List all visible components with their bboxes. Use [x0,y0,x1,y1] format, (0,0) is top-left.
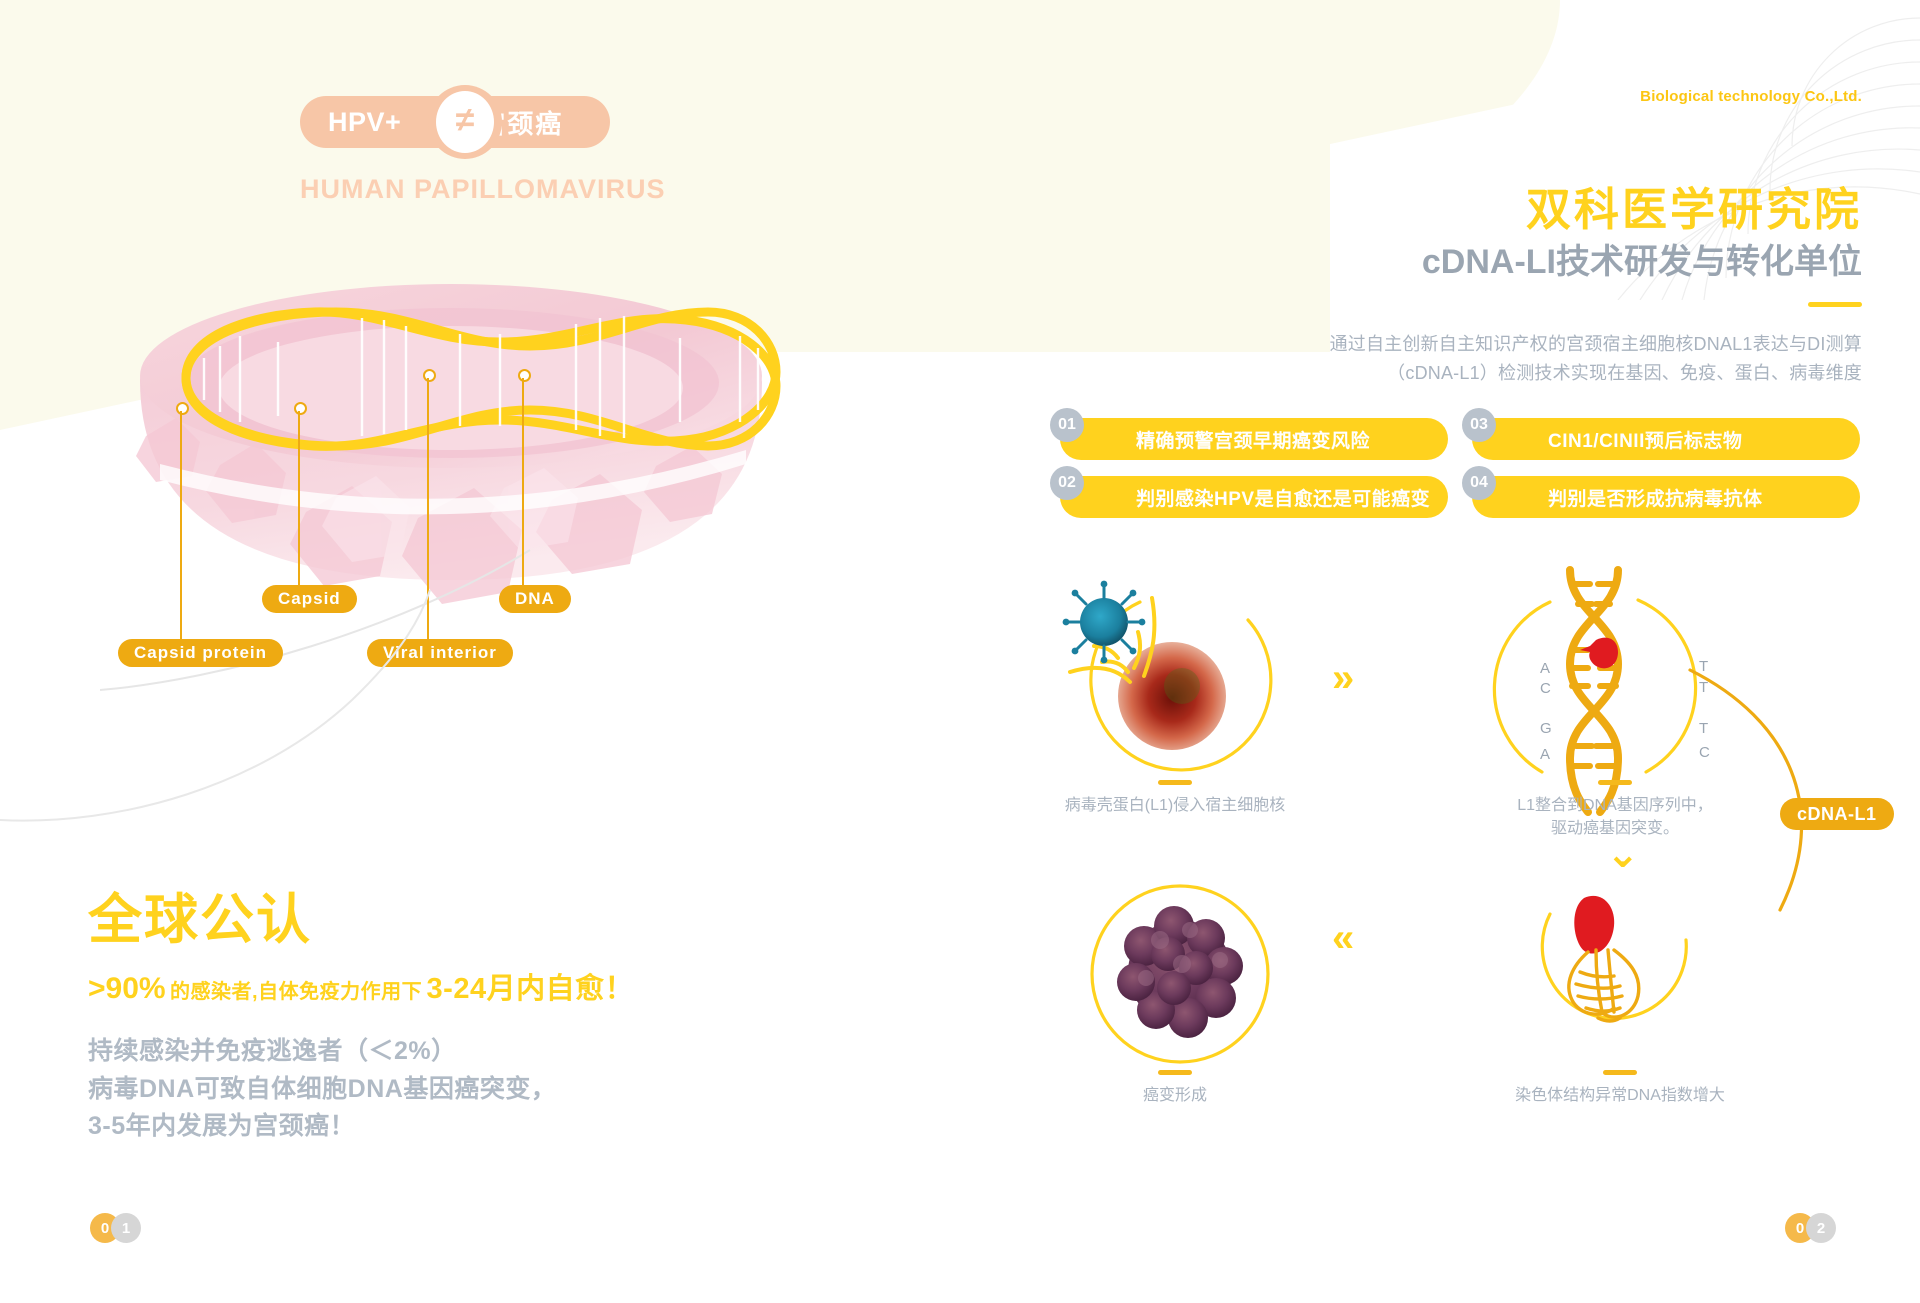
step3-caption-text: 癌变形成 [1142,1087,1207,1104]
dna-base-right-0: T [1699,658,1709,675]
step1-caption-dash [1158,780,1192,785]
dna-base-left-3: A [1540,746,1551,763]
cdna-l1-tag: cDNA-L1 [1780,798,1894,830]
dna-base-right-2: T [1699,720,1709,737]
company-brand-line: Biological technology Co.,Ltd. [1640,88,1862,105]
page-number-right: 0 2 [1785,1213,1836,1243]
feature-label-02: 判别感染HPV是自愈还是可能癌变 [1136,488,1431,510]
institute-subtitle: cDNA-LI技术研发与转化单位 [1421,242,1862,281]
title-divider [1808,301,1862,307]
page-number-left: 0 1 [90,1213,141,1243]
flow-arrow-down: ⌄ [1606,832,1640,876]
feature-label-03: CIN1/CINII预后标志物 [1548,430,1743,452]
feature-number-03: 03 [1462,408,1496,442]
step4-chromosome-icon [1540,895,1688,1023]
hpv-subtitle: HUMAN PAPILLOMAVIRUS [300,174,666,204]
copy-stat-line: >90% 的感染者,自体免疫力作用下 3-24月内自愈！ [88,965,848,1007]
callout-leader-viral-interior [427,378,429,640]
copy-stat-tail: 3-24月内自愈！ [426,973,635,1005]
step1-caption-text: 病毒壳蛋白(L1)侵入宿主细胞核 [1064,797,1286,814]
feature-pill-02[interactable]: 02 判别感染HPV是自愈还是可能癌变 [1050,466,1448,518]
step4-caption-dash [1603,1070,1637,1075]
copy-headline: 全球公认 [88,890,312,950]
copy-body-line2: 病毒DNA可致自体细胞DNA基因癌突变， [88,1074,557,1103]
callout-leader-capsid-protein [180,411,182,640]
step3-caption: 癌变形成 [1040,1070,1310,1107]
feature-pill-01[interactable]: 01 精确预警宫颈早期癌变风险 [1050,408,1448,460]
institute-title: 双科医学研究院 [1525,184,1862,235]
hpv-header-block: HPV+ 宫颈癌 ≠ HUMAN PAPILLOMAVIRUS [300,85,700,205]
copy-stat-middle: 的感染者,自体免疫力作用下 [170,981,423,1003]
feature-pill-row-1: 01 精确预警宫颈早期癌变风险 03 CIN1/CINII预后标志物 [1050,408,1860,460]
dna-base-left-2: G [1540,720,1552,737]
institute-title-block: 双科医学研究院 cDNA-LI技术研发与转化单位 通过自主创新自主知识产权的宫颈… [1162,185,1862,389]
dna-base-right-3: C [1699,744,1710,761]
callout-dot-capsid-protein [176,402,189,415]
feature-number-01: 01 [1050,408,1084,442]
institute-paragraph-line2: （cDNA-L1）检测技术实现在基因、免疫、蛋白、病毒维度 [1387,363,1862,384]
feature-label-01: 精确预警宫颈早期癌变风险 [1136,430,1371,452]
dna-base-left-0: A [1540,660,1551,677]
step2-caption: L1整合到DNA基因序列中， 驱动癌基因突变。 [1460,780,1770,840]
step2-caption-line2: 驱动癌基因突变。 [1550,820,1679,838]
page-number-left-b: 1 [111,1213,141,1243]
callout-label-capsid: Capsid [262,585,357,613]
feature-number-04: 04 [1462,466,1496,500]
step1-virus-invasion-icon [1062,580,1273,772]
step2-caption-line1: L1整合到DNA基因序列中， [1517,797,1713,814]
flow-arrow-left: « [1332,916,1355,960]
decorative-swoosh [0,590,431,822]
cdna-loop-curve [1688,668,1804,912]
not-equal-icon: ≠ [428,85,502,159]
copy-body: 持续感染并免疫逃逸者（＜2%） 病毒DNA可致自体细胞DNA基因癌突变， 3-5… [88,1033,848,1146]
global-consensus-block: 全球公认 >90% 的感染者,自体免疫力作用下 3-24月内自愈！ 持续感染并免… [88,893,848,1146]
step3-caption-dash [1158,1070,1192,1075]
feature-pill-03[interactable]: 03 CIN1/CINII预后标志物 [1462,408,1860,460]
callout-dot-viral-interior [423,369,436,382]
institute-paragraph-line1: 通过自主创新自主知识产权的宫颈宿主细胞核DNAL1表达与DI测算 [1329,333,1862,354]
feature-label-04: 判别是否形成抗病毒抗体 [1548,488,1763,510]
callout-leader-capsid [298,411,300,586]
step4-caption-text: 染色体结构异常DNA指数增大 [1515,1087,1725,1104]
callout-dot-capsid [294,402,307,415]
copy-body-line3: 3-5年内发展为宫颈癌！ [88,1112,356,1140]
page-number-right-b: 2 [1806,1213,1836,1243]
hpv-virus-illustration [100,284,781,691]
feature-pill-row-2: 02 判别感染HPV是自愈还是可能癌变 04 判别是否形成抗病毒抗体 [1050,466,1860,518]
copy-stat-percent: >90% [88,972,166,1005]
flow-arrow-right: » [1332,656,1355,700]
step3-tumour-icon [1090,884,1270,1064]
callout-leader-dna [522,378,524,586]
dna-base-left-1: C [1540,680,1551,697]
badge-hpv-label: HPV+ [328,106,402,137]
mechanism-flow-diagram: 病毒壳蛋白(L1)侵入宿主细胞核 » [1040,566,1894,1104]
step4-caption: 染色体结构异常DNA指数增大 [1450,1070,1790,1107]
feature-pill-04[interactable]: 04 判别是否形成抗病毒抗体 [1462,466,1860,518]
not-equal-glyph: ≠ [436,91,494,153]
hpv-badge: HPV+ 宫颈癌 ≠ [300,85,610,159]
copy-body-line1: 持续感染并免疫逃逸者（＜2%） [88,1037,457,1065]
callout-label-dna: DNA [499,585,571,613]
feature-pill-group: 01 精确预警宫颈早期癌变风险 03 CIN1/CINII预后标志物 02 判别… [1050,408,1860,534]
dna-base-right-1: T [1699,679,1709,696]
callout-dot-dna [518,369,531,382]
step1-caption: 病毒壳蛋白(L1)侵入宿主细胞核 [1040,780,1310,817]
corner-arc-decoration [1617,17,1920,300]
callout-label-capsid-protein: Capsid protein [118,639,284,667]
feature-number-02: 02 [1050,466,1084,500]
step2-caption-dash [1598,780,1632,785]
callout-label-viral-interior: Viral interior [367,639,513,667]
